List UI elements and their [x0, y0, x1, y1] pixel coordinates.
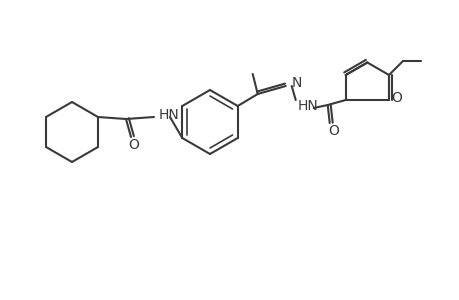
Text: O: O: [391, 91, 402, 105]
Text: O: O: [328, 124, 338, 138]
Text: O: O: [128, 138, 139, 152]
Text: N: N: [291, 76, 302, 90]
Text: HN: HN: [297, 99, 318, 113]
Text: HN: HN: [159, 108, 179, 122]
